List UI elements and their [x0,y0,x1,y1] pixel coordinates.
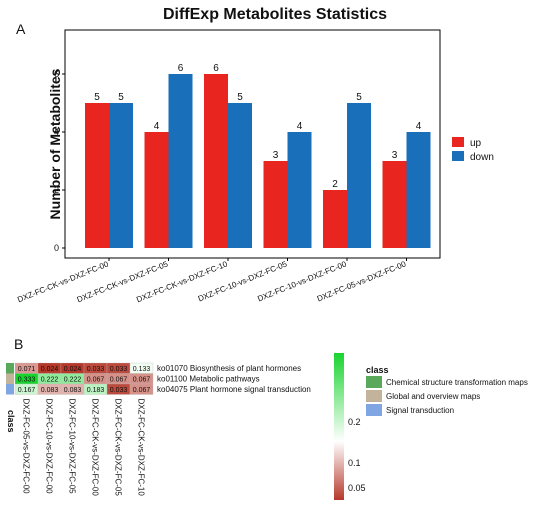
bar-value-label: 6 [213,63,219,74]
bar-value-label: 6 [178,63,184,74]
bar-up [382,161,407,248]
heatmap-cell-label: 0.067 [110,377,128,384]
colorbar-tick-label: 0.1 [348,458,361,468]
bar-value-label: 3 [392,150,398,161]
heatmap-cell-label: 0.033 [87,366,105,373]
bar-value-label: 3 [273,150,279,161]
bar-value-label: 4 [297,121,303,132]
bar-up [85,103,109,248]
legend-label-down: down [470,152,494,163]
class-legend-swatch [366,376,382,388]
heatmap-col-label: DXZ-FC-10-vs-DXZ-FC-05 [68,399,77,495]
heatmap-cell-label: 0.024 [41,366,59,373]
heatmap-cell-label: 0.083 [64,387,82,394]
bar-down [109,103,133,248]
panel-label-a: A [16,21,26,37]
heatmap-cell-label: 0.222 [64,377,82,384]
heatmap-cell-label: 0.067 [133,377,151,384]
heatmap-col-label: DXZ-FC-CK-vs-DXZ-FC-10 [137,399,146,497]
heatmap-cell-label: 0.071 [18,366,36,373]
bar-up [144,132,169,248]
bar-value-label: 2 [332,179,338,190]
bar-down [406,132,431,248]
heatmap-cell-label: 0.167 [18,387,36,394]
heatmap-cell-label: 0.333 [18,377,36,384]
heatmap-cell-label: 0.083 [41,387,59,394]
class-legend-label: Signal transduction [386,406,454,415]
row-class-swatch [6,384,14,395]
bar-down [287,132,312,248]
y-tick-label: 4 [54,127,59,137]
class-legend-label: Global and overview maps [386,392,480,401]
y-ticks: 0 2 4 6 [54,69,65,253]
class-legend-swatch [366,404,382,416]
heatmap-cell-label: 0.183 [87,387,105,394]
bar-value-label: 4 [154,121,160,132]
heatmap-cell-label: 0.222 [41,377,59,384]
class-legend-label: Chemical structure transformation maps [386,378,528,387]
heatmap-row-label: ko04075 Plant hormone signal transductio… [157,385,311,394]
bar-value-label: 5 [94,92,100,103]
heatmap-row-label: ko01070 Biosynthesis of plant hormones [157,364,301,373]
heatmap-col-label: DXZ-FC-10-vs-DXZ-FC-00 [45,399,54,495]
colorbar-tick-label: 0.05 [348,483,366,493]
heatmap-cell-label: 0.133 [133,366,151,373]
bars: 5 5 4 6 6 5 3 4 2 5 3 4 [85,63,431,248]
heatmap-cell-label: 0.033 [110,387,128,394]
panel-label-b: B [14,336,23,352]
bar-down [228,103,252,248]
x-tick-label: DXZ-FC-CK-vs-DXZ-FC-00 [16,259,110,304]
heatmap-row-label: ko01100 Metabolic pathways [157,375,260,384]
colorbar: 0.2 0.1 0.05 [334,353,366,500]
row-class-swatch [6,373,14,384]
class-legend-swatch [366,390,382,402]
bar-value-label: 5 [356,92,362,103]
bar-up [204,74,228,248]
bar-up [263,161,288,248]
colorbar-tick-label: 0.2 [348,417,361,427]
legend-label-up: up [470,138,482,149]
heatmap-col-label: DXZ-FC-CK-vs-DXZ-FC-05 [114,399,123,497]
y-tick-label: 6 [54,69,59,79]
legend-swatch-down [452,151,464,161]
heatmap-cell-label: 0.067 [133,387,151,394]
bar-value-label: 5 [118,92,124,103]
bar-down [347,103,371,248]
heatmap-cell [129,383,154,395]
heatmap-col-label: DXZ-FC-05-vs-DXZ-FC-00 [22,399,31,495]
row-class-label: class [6,410,16,433]
class-legend-title: class [366,365,389,375]
bar-up [323,190,347,248]
heatmap-cell-label: 0.024 [64,366,82,373]
heatmap-cell-label: 0.033 [110,366,128,373]
x-tick-labels: DXZ-FC-CK-vs-DXZ-FC-00DXZ-FC-CK-vs-DXZ-F… [16,258,408,304]
legend: up down [452,137,494,163]
y-tick-label: 0 [54,243,59,253]
bar-value-label: 5 [237,92,243,103]
heatmap-col-label: DXZ-FC-CK-vs-DXZ-FC-00 [91,399,100,497]
y-tick-label: 2 [54,185,59,195]
class-legend: class Chemical structure transformation m… [366,365,528,416]
bar-down [168,74,193,248]
colorbar-gradient [334,353,344,500]
heatmap-cell-label: 0.067 [87,377,105,384]
legend-swatch-up [452,137,464,147]
y-axis-label: Number of Metabolites [47,68,63,219]
bar-value-label: 4 [416,121,422,132]
row-class-swatch [6,363,14,374]
chart-title: DiffExp Metabolites Statistics [163,6,387,23]
heatmap: class 0.071 0.024 0.024 0.033 0.033 0.133 0.333… [6,362,311,497]
